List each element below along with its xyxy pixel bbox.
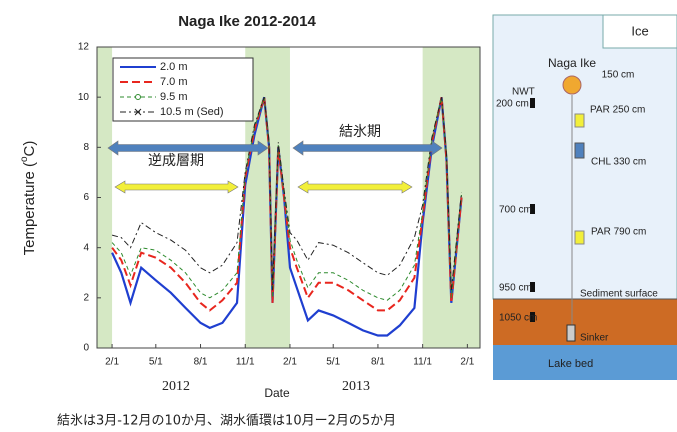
- y-tick-label: 8: [83, 142, 89, 153]
- annotation: 逆成層期: [148, 153, 204, 169]
- diagram-label: 700 cm: [499, 205, 532, 216]
- diagram-label: Ice: [631, 23, 648, 38]
- period-arrow: [292, 140, 443, 156]
- period-arrow: [114, 180, 239, 194]
- sensor: [574, 230, 585, 245]
- legend-marker: [135, 94, 141, 100]
- series-line: [111, 97, 462, 291]
- year-label: 2012: [162, 379, 190, 394]
- ice-box: [602, 14, 677, 49]
- annotation: 結氷期: [339, 124, 381, 140]
- y-tick-label: 2: [83, 292, 89, 303]
- x-tick-label: 2/1: [105, 357, 119, 368]
- y-tick-label: 4: [83, 242, 89, 253]
- sensor: [574, 113, 585, 128]
- x-tick-label: 11/1: [413, 357, 432, 368]
- y-label-part: Temperature (: [21, 162, 38, 255]
- x-tick-label: 2/1: [283, 357, 297, 368]
- buoy: [562, 75, 582, 95]
- x-axis-label: Date: [264, 386, 290, 400]
- diagram-label: PAR 790 cm: [591, 227, 646, 238]
- legend-label: 9.5 m: [160, 91, 188, 103]
- lake-bed: [493, 345, 677, 380]
- chart-title: Naga Ike 2012-2014: [178, 13, 316, 30]
- diagram-label: CHL 330 cm: [591, 157, 646, 168]
- diagram-label: 950 cm: [499, 283, 532, 294]
- diagram-label: Sinker: [580, 333, 609, 344]
- diagram-label: Naga Ike: [548, 56, 596, 70]
- y-tick-label: 12: [78, 42, 90, 53]
- sediment: [493, 299, 677, 345]
- diagram-label: 1050 cm: [499, 313, 537, 324]
- x-tick-label: 8/1: [371, 357, 385, 368]
- legend-label: 10.5 m (Sed): [160, 106, 224, 118]
- sensor: [530, 204, 535, 214]
- diagram-label: NWT: [512, 87, 535, 98]
- caption: 結氷は3月-12月の10か月、湖水循環は10月ー2月の5か月: [57, 414, 396, 429]
- period-arrow: [297, 180, 413, 194]
- series-line: [111, 97, 462, 301]
- x-tick-label: 5/1: [149, 357, 163, 368]
- y-label-part: C): [21, 141, 38, 157]
- diagram-label: 200 cm: [496, 99, 529, 110]
- shaded-period: [97, 47, 113, 348]
- y-label-sup: o: [19, 156, 30, 162]
- diagram-label: Lake bed: [548, 358, 593, 370]
- x-tick-label: 11/1: [236, 357, 255, 368]
- y-tick-label: 6: [83, 192, 89, 203]
- legend-label: 2.0 m: [160, 61, 188, 73]
- diagram-label: 150 cm: [602, 70, 635, 81]
- x-tick-label: 5/1: [326, 357, 340, 368]
- x-tick-label: 8/1: [194, 357, 208, 368]
- y-tick-label: 10: [78, 92, 90, 103]
- diagram-label: PAR 250 cm: [590, 105, 645, 116]
- legend-marker: [134, 108, 142, 116]
- y-tick-label: 0: [83, 343, 89, 354]
- legend-label: 7.0 m: [160, 76, 188, 88]
- water: [492, 14, 677, 300]
- lake-diagram: Ice Naga Ike 150 cm NWT 200 cm PAR 250 c…: [492, 14, 677, 380]
- year-label: 2013: [342, 379, 370, 394]
- y-axis-label: Temperature (oC): [19, 141, 38, 256]
- period-arrow: [107, 140, 269, 156]
- sensor: [530, 282, 535, 292]
- sensor: [574, 142, 585, 159]
- diagram-label: Sediment surface: [580, 289, 658, 300]
- sinker: [566, 324, 576, 342]
- sensor: [530, 98, 535, 108]
- x-tick-label: 2/1: [460, 357, 474, 368]
- sensor: [530, 312, 535, 322]
